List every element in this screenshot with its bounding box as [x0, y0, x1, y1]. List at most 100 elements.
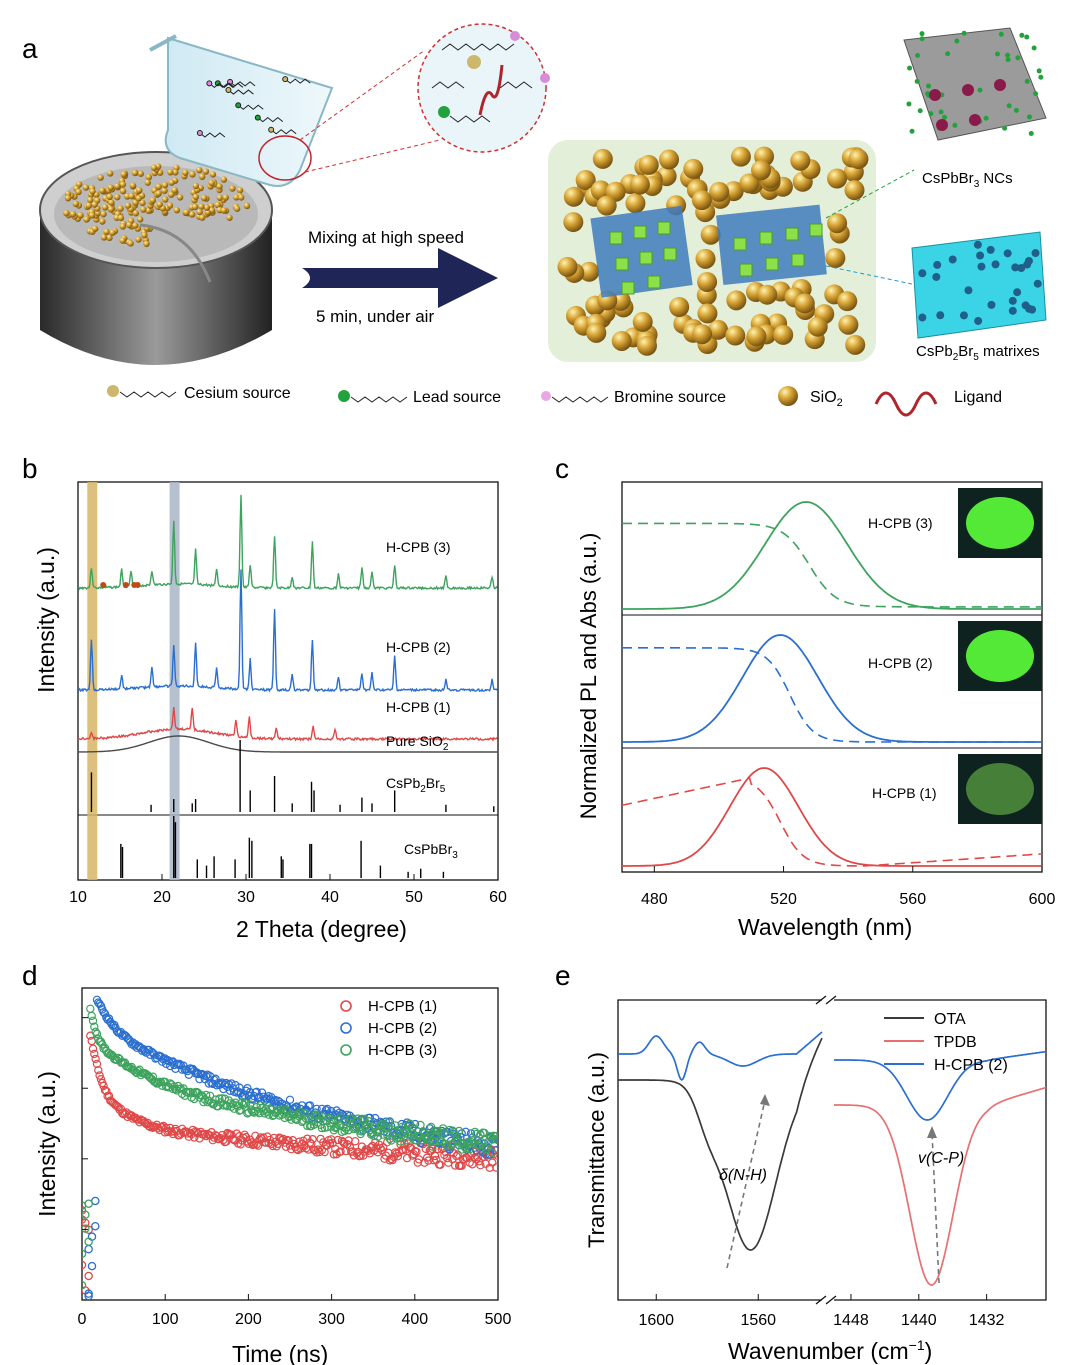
decay-point	[333, 1135, 343, 1145]
sio2-particle	[611, 330, 632, 351]
decay-point	[232, 1129, 241, 1138]
sio2-particle	[155, 183, 162, 190]
panel-c-ylabel: Normalized PL and Abs (a.u.)	[576, 533, 601, 820]
sio2-particle	[204, 209, 211, 216]
decay-point	[147, 1047, 156, 1057]
cs-atom	[962, 84, 974, 96]
decay-point	[442, 1153, 452, 1163]
cspbbr3-nanocrystal	[791, 253, 805, 267]
atom	[1028, 131, 1034, 137]
sio2-particle	[129, 182, 137, 189]
sio2-particle	[69, 210, 77, 218]
sample-glow	[966, 497, 1034, 549]
atom	[926, 83, 932, 89]
decay-point	[92, 1029, 102, 1039]
sio2-particle	[700, 224, 721, 245]
sio2-particle	[192, 182, 200, 190]
sio2-particle	[107, 184, 114, 191]
atom	[942, 114, 948, 120]
sio2-particle	[135, 195, 142, 202]
decay-point	[102, 1086, 111, 1096]
decay-point	[406, 1128, 416, 1137]
atom	[906, 101, 912, 107]
panel-letter-a: a	[22, 33, 38, 64]
atom	[1038, 74, 1044, 80]
sio2-particle	[155, 190, 162, 197]
sio2-particle	[751, 160, 772, 181]
decay-point	[433, 1144, 442, 1154]
panel-b-xlabel: 2 Theta (degree)	[236, 916, 407, 942]
decay-point	[369, 1131, 379, 1141]
panel-letter-b: b	[22, 453, 38, 484]
shift-arrow	[931, 1131, 940, 1284]
sio2-particle	[220, 176, 228, 183]
decay-point	[144, 1072, 154, 1081]
decay-point	[445, 1125, 454, 1135]
sio2-particle	[97, 174, 104, 181]
decay-point	[177, 1065, 187, 1074]
sio2-particle	[114, 193, 121, 201]
decay-point	[311, 1110, 320, 1119]
panel-d-ylabel: Intensity (a.u.)	[34, 1071, 60, 1217]
sio2-particle	[109, 229, 116, 236]
sio2-particle	[222, 194, 229, 201]
impurity-marker	[100, 582, 107, 588]
precursor-head	[235, 102, 242, 109]
hcpb2-spectrum-right	[834, 1050, 1047, 1121]
atom	[932, 272, 941, 281]
sio2-particle	[119, 223, 127, 230]
atom	[919, 36, 925, 42]
pl-curve	[622, 634, 1042, 743]
abs-curve	[622, 777, 1042, 867]
decay-point	[345, 1142, 355, 1152]
sio2-particle	[167, 169, 174, 176]
atom	[1028, 305, 1037, 314]
sio2-particle	[563, 186, 584, 207]
beaker-illustration	[149, 34, 334, 187]
decay-point	[485, 1150, 494, 1159]
sio2-particle	[586, 322, 607, 343]
decay-point	[412, 1136, 421, 1145]
sio2-particle	[176, 194, 184, 201]
sio2-particle	[126, 221, 133, 229]
decay-point	[453, 1150, 462, 1159]
decay-point	[364, 1116, 373, 1126]
sio2-particle	[101, 204, 109, 211]
atom	[974, 316, 983, 325]
atom	[959, 311, 968, 320]
decay-point	[429, 1137, 438, 1147]
sio2-particle	[140, 206, 147, 213]
decay-point	[492, 1163, 498, 1172]
decay-point	[492, 1132, 498, 1141]
panel-letter-e: e	[555, 960, 571, 991]
sio2-particle	[145, 207, 152, 215]
precursor-head	[214, 80, 221, 87]
sio2-particle	[229, 185, 236, 192]
atom	[977, 262, 986, 271]
decay-point	[84, 1237, 93, 1246]
sio2-particle	[128, 192, 135, 200]
decay-point	[87, 1261, 97, 1271]
atom	[1023, 260, 1032, 269]
sio2-particle	[697, 303, 718, 324]
sio2-particle	[198, 203, 205, 210]
decay-point	[430, 1151, 440, 1161]
decay-point	[436, 1128, 445, 1137]
atom	[1033, 279, 1042, 288]
sio2-particle	[89, 188, 96, 195]
decay-point	[279, 1108, 288, 1117]
sio2-particle	[150, 164, 158, 171]
decay-point	[257, 1088, 267, 1097]
sio2-particle	[629, 174, 650, 195]
decay-point	[216, 1079, 225, 1088]
precursor-head	[196, 129, 203, 136]
sio2-particle	[132, 210, 140, 217]
panel-d-xlabel: Time (ns)	[232, 1341, 328, 1365]
x-tick-label: 500	[485, 1311, 512, 1328]
sio2-particle	[632, 311, 653, 332]
decay-point	[315, 1147, 324, 1157]
atom	[954, 38, 960, 44]
sio2-particle	[171, 187, 178, 194]
atom	[1026, 114, 1032, 120]
